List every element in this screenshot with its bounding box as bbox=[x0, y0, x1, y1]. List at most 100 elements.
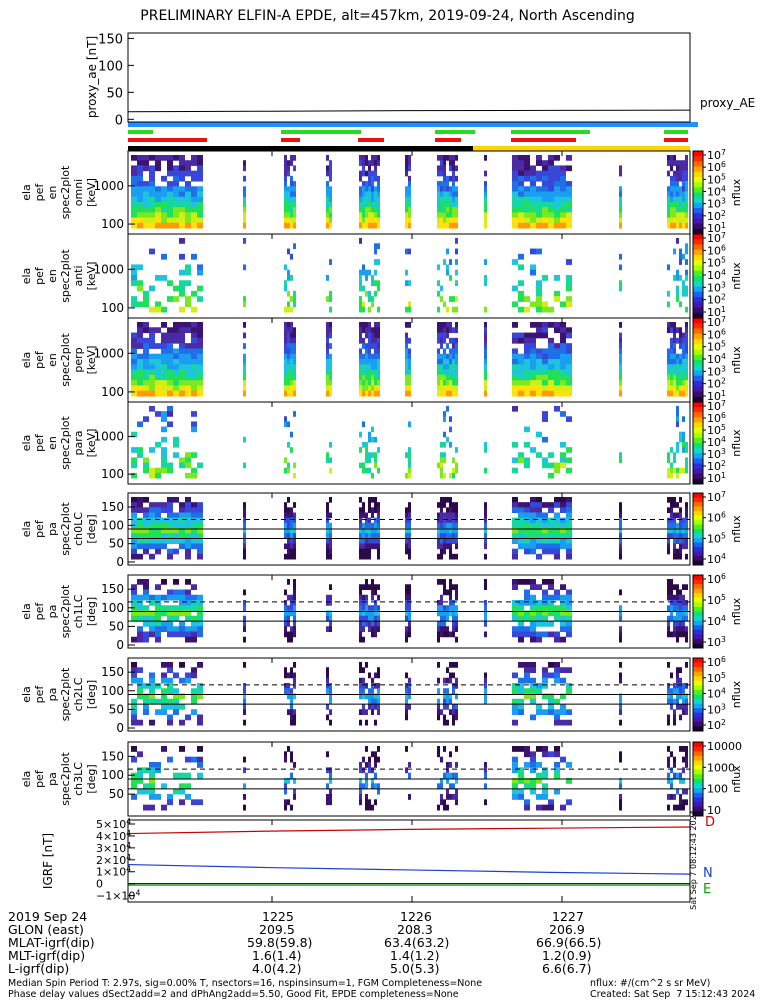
spectrogram-cell bbox=[197, 662, 203, 668]
spectrogram-cell bbox=[293, 337, 296, 344]
spectrogram-cell bbox=[137, 626, 143, 632]
spectrogram-cell bbox=[408, 522, 411, 529]
spectrogram-cell bbox=[560, 196, 566, 203]
spectrogram-cell bbox=[685, 447, 688, 453]
spectrogram-cell bbox=[667, 528, 670, 534]
spectrogram-cell bbox=[685, 196, 688, 203]
spectrogram-cell bbox=[326, 767, 329, 774]
spectrogram-cell bbox=[329, 175, 332, 182]
spectrogram-cell bbox=[329, 548, 332, 555]
spectrogram-cell bbox=[293, 353, 296, 360]
spectrogram-cell bbox=[287, 462, 290, 469]
spectrogram-cell bbox=[554, 767, 560, 774]
spectrogram-cell bbox=[437, 181, 440, 187]
proxy-ae-tick-label: 150 bbox=[98, 32, 123, 47]
spectrogram-cell bbox=[405, 217, 408, 224]
spectrogram-cell bbox=[437, 369, 440, 376]
spectrogram-cell bbox=[191, 756, 197, 763]
spectrogram-cell bbox=[179, 528, 185, 534]
spectrogram-cell bbox=[455, 788, 458, 795]
spectrogram-cell bbox=[143, 348, 149, 355]
spectrogram-cell bbox=[293, 693, 296, 700]
spectrogram-cell bbox=[371, 170, 374, 177]
spectrogram-cell bbox=[484, 507, 487, 513]
spectrogram-cell bbox=[682, 538, 685, 544]
spectrogram-cell bbox=[149, 306, 155, 313]
spectrogram-cell bbox=[518, 264, 524, 271]
spectrogram-cell bbox=[566, 332, 572, 339]
spectrogram-cell bbox=[362, 610, 365, 617]
spectrogram-cell bbox=[287, 348, 290, 355]
spectrogram-cell bbox=[554, 217, 560, 224]
spectrogram-cell bbox=[329, 390, 332, 397]
spectrogram-cell bbox=[443, 348, 446, 355]
spectrogram-cell bbox=[667, 746, 670, 752]
spectrogram-cell bbox=[566, 301, 572, 308]
spectrogram-cell bbox=[287, 374, 290, 381]
spectrogram-cell bbox=[548, 359, 554, 365]
spectrogram-cell bbox=[131, 714, 137, 721]
spectrogram-cell bbox=[197, 772, 203, 779]
plot-title: PRELIMINARY ELFIN-A EPDE, alt=457km, 201… bbox=[140, 8, 635, 24]
spectrogram-cell bbox=[682, 207, 685, 213]
spectrogram-cell bbox=[368, 507, 371, 513]
spectrogram-cell bbox=[443, 327, 446, 334]
spectrogram-cell bbox=[530, 756, 536, 763]
spectrogram-cell bbox=[191, 688, 197, 694]
spectrogram-cell bbox=[374, 719, 377, 726]
spectrogram-cell bbox=[536, 621, 542, 627]
spectrogram-cell bbox=[191, 615, 197, 622]
igrf-legend-D: D bbox=[705, 815, 715, 830]
spectrogram-cell bbox=[293, 472, 296, 479]
spectrogram-cell bbox=[405, 767, 408, 774]
spectrogram-cell bbox=[560, 369, 566, 376]
spectrogram-cell bbox=[326, 201, 329, 208]
spectrogram-cell bbox=[676, 165, 679, 172]
spectrogram-cell bbox=[293, 662, 296, 668]
spectrogram-cell bbox=[293, 181, 296, 187]
spectrogram-cell bbox=[670, 467, 673, 474]
spectrogram-cell bbox=[685, 442, 688, 448]
spectrogram-cell bbox=[377, 584, 380, 590]
spectrogram-cell bbox=[667, 196, 670, 203]
spectrogram-cell bbox=[143, 636, 149, 643]
spectrogram-cell bbox=[512, 719, 518, 726]
spectrogram-cell bbox=[179, 327, 185, 334]
spectrogram-cell bbox=[673, 517, 676, 524]
spectrogram-cell bbox=[542, 306, 548, 313]
spectrogram-cell bbox=[405, 269, 408, 276]
spectrogram-cell bbox=[179, 290, 185, 297]
spectrogram-cell bbox=[405, 196, 408, 203]
spectrogram-cell bbox=[167, 212, 173, 219]
spectrogram-cell bbox=[512, 380, 518, 386]
spectrogram-cell bbox=[548, 155, 554, 161]
spectrogram-cell bbox=[131, 794, 137, 800]
spectrogram-cell bbox=[377, 332, 380, 339]
spectrogram-cell bbox=[293, 683, 296, 689]
spectrogram-cell bbox=[368, 369, 371, 376]
spectrogram-cell bbox=[446, 332, 449, 339]
spectrogram-cell bbox=[554, 548, 560, 555]
spectrogram-cell bbox=[143, 201, 149, 208]
spectrogram-cell bbox=[173, 332, 179, 339]
spectrogram-cell bbox=[243, 522, 246, 529]
spectrogram-cell bbox=[484, 467, 487, 474]
spectrogram-cell bbox=[619, 517, 622, 524]
spectrogram-cell bbox=[548, 579, 554, 585]
spectrogram-cell bbox=[682, 600, 685, 606]
spectrogram-cell bbox=[536, 290, 542, 297]
spectrogram-cell bbox=[149, 615, 155, 622]
spectrogram-cell bbox=[443, 181, 446, 187]
spectrogram-cell bbox=[405, 594, 408, 601]
spectrogram-cell bbox=[137, 191, 143, 198]
spectrogram-cell bbox=[682, 610, 685, 617]
spectrogram-cell bbox=[542, 322, 548, 328]
spectrogram-cell bbox=[185, 322, 191, 328]
spectrogram-cell bbox=[670, 751, 673, 758]
spectrogram-cell bbox=[161, 783, 167, 790]
panel-tick-label: 1000 bbox=[93, 429, 124, 443]
spectrogram-cell bbox=[455, 364, 458, 371]
spectrogram-cell bbox=[137, 522, 143, 529]
spectrogram-cell bbox=[512, 548, 518, 555]
spectrogram-cell bbox=[405, 248, 408, 255]
